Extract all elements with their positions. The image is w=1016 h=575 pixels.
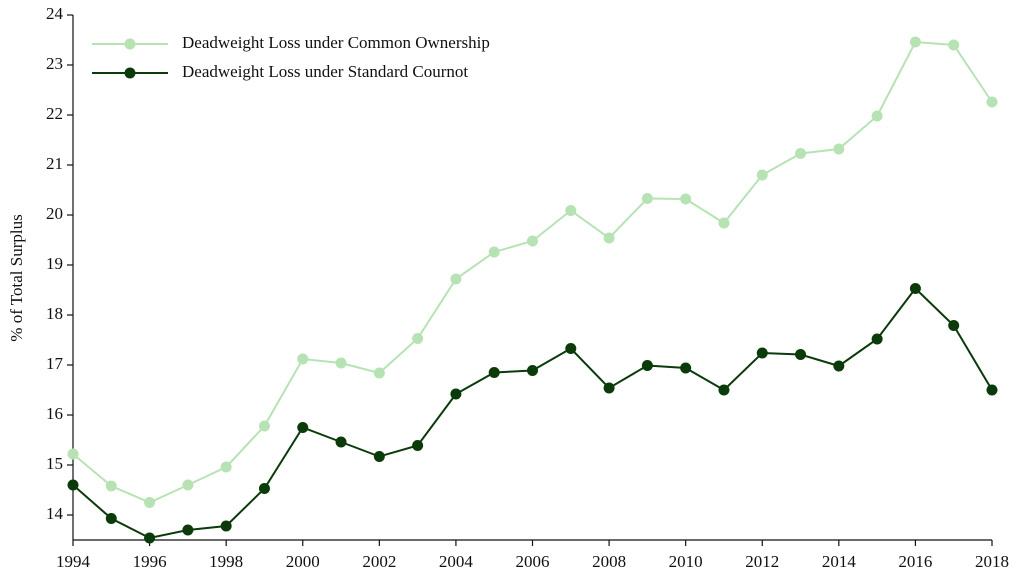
point xyxy=(297,422,309,433)
point xyxy=(641,193,653,204)
point xyxy=(871,110,883,122)
y-tick-label: 16 xyxy=(46,404,63,423)
y-tick-label: 21 xyxy=(46,154,63,173)
point xyxy=(144,532,156,544)
x-tick-label: 2010 xyxy=(669,552,703,571)
point xyxy=(335,436,347,448)
point xyxy=(373,367,385,379)
point xyxy=(565,343,577,354)
y-tick-label: 24 xyxy=(46,4,64,23)
point xyxy=(297,353,309,365)
x-tick-label: 2018 xyxy=(975,552,1009,571)
y-tick-label: 20 xyxy=(46,204,63,223)
point xyxy=(565,205,577,216)
x-tick-label: 2012 xyxy=(745,552,779,571)
y-tick-label: 19 xyxy=(46,254,63,273)
x-tick-label: 2002 xyxy=(362,552,396,571)
point xyxy=(986,96,998,108)
x-tick-label: 1996 xyxy=(133,552,167,571)
series-line xyxy=(72,286,993,540)
y-tick-label: 23 xyxy=(46,54,63,73)
point xyxy=(258,420,270,432)
point xyxy=(67,448,79,460)
point xyxy=(948,39,960,51)
x-tick-label: 2016 xyxy=(898,552,932,571)
point xyxy=(603,232,615,244)
y-tick-label: 14 xyxy=(46,504,64,523)
x-tick-label: 2000 xyxy=(286,552,320,571)
point xyxy=(182,479,194,491)
point xyxy=(450,273,462,285)
point xyxy=(488,367,500,378)
point xyxy=(756,347,768,359)
point xyxy=(220,520,232,532)
point xyxy=(718,384,730,396)
x-tick-label: 2006 xyxy=(516,552,550,571)
point xyxy=(986,384,998,396)
point xyxy=(373,451,385,462)
point xyxy=(450,388,462,400)
y-tick-label: 18 xyxy=(46,304,63,323)
point xyxy=(680,362,692,374)
x-tick-label: 2014 xyxy=(822,552,857,571)
legend-marker xyxy=(124,38,136,50)
x-tick-label: 1994 xyxy=(56,552,91,571)
point xyxy=(603,382,615,394)
point xyxy=(105,513,117,524)
point xyxy=(527,365,538,376)
point xyxy=(948,320,960,331)
point xyxy=(833,360,845,372)
point xyxy=(105,480,117,492)
point xyxy=(144,497,156,508)
y-tick-label: 22 xyxy=(46,104,63,123)
y-tick-label: 17 xyxy=(46,354,64,373)
x-tick-label: 1998 xyxy=(209,552,243,571)
point xyxy=(641,360,653,371)
y-axis-label: % of Total Surplus xyxy=(7,214,26,341)
x-tick-label: 2008 xyxy=(592,552,626,571)
legend-label: Deadweight Loss under Standard Cournot xyxy=(182,62,468,81)
point xyxy=(488,246,500,258)
point xyxy=(718,217,730,229)
x-tick-label: 2004 xyxy=(439,552,474,571)
legend-label: Deadweight Loss under Common Ownership xyxy=(182,33,490,52)
point xyxy=(258,483,270,494)
point xyxy=(795,148,807,159)
point xyxy=(871,333,883,345)
point xyxy=(182,524,194,536)
point xyxy=(67,479,79,491)
point xyxy=(220,461,232,473)
legend-marker xyxy=(124,67,136,79)
point xyxy=(680,193,692,205)
y-tick-label: 15 xyxy=(46,454,63,473)
point xyxy=(412,333,424,344)
point xyxy=(833,143,845,155)
point xyxy=(527,235,538,247)
point xyxy=(909,36,921,48)
point xyxy=(909,283,921,294)
point xyxy=(412,440,424,451)
series-line xyxy=(72,40,993,504)
point xyxy=(335,357,347,369)
point xyxy=(756,169,768,181)
point xyxy=(795,349,807,360)
